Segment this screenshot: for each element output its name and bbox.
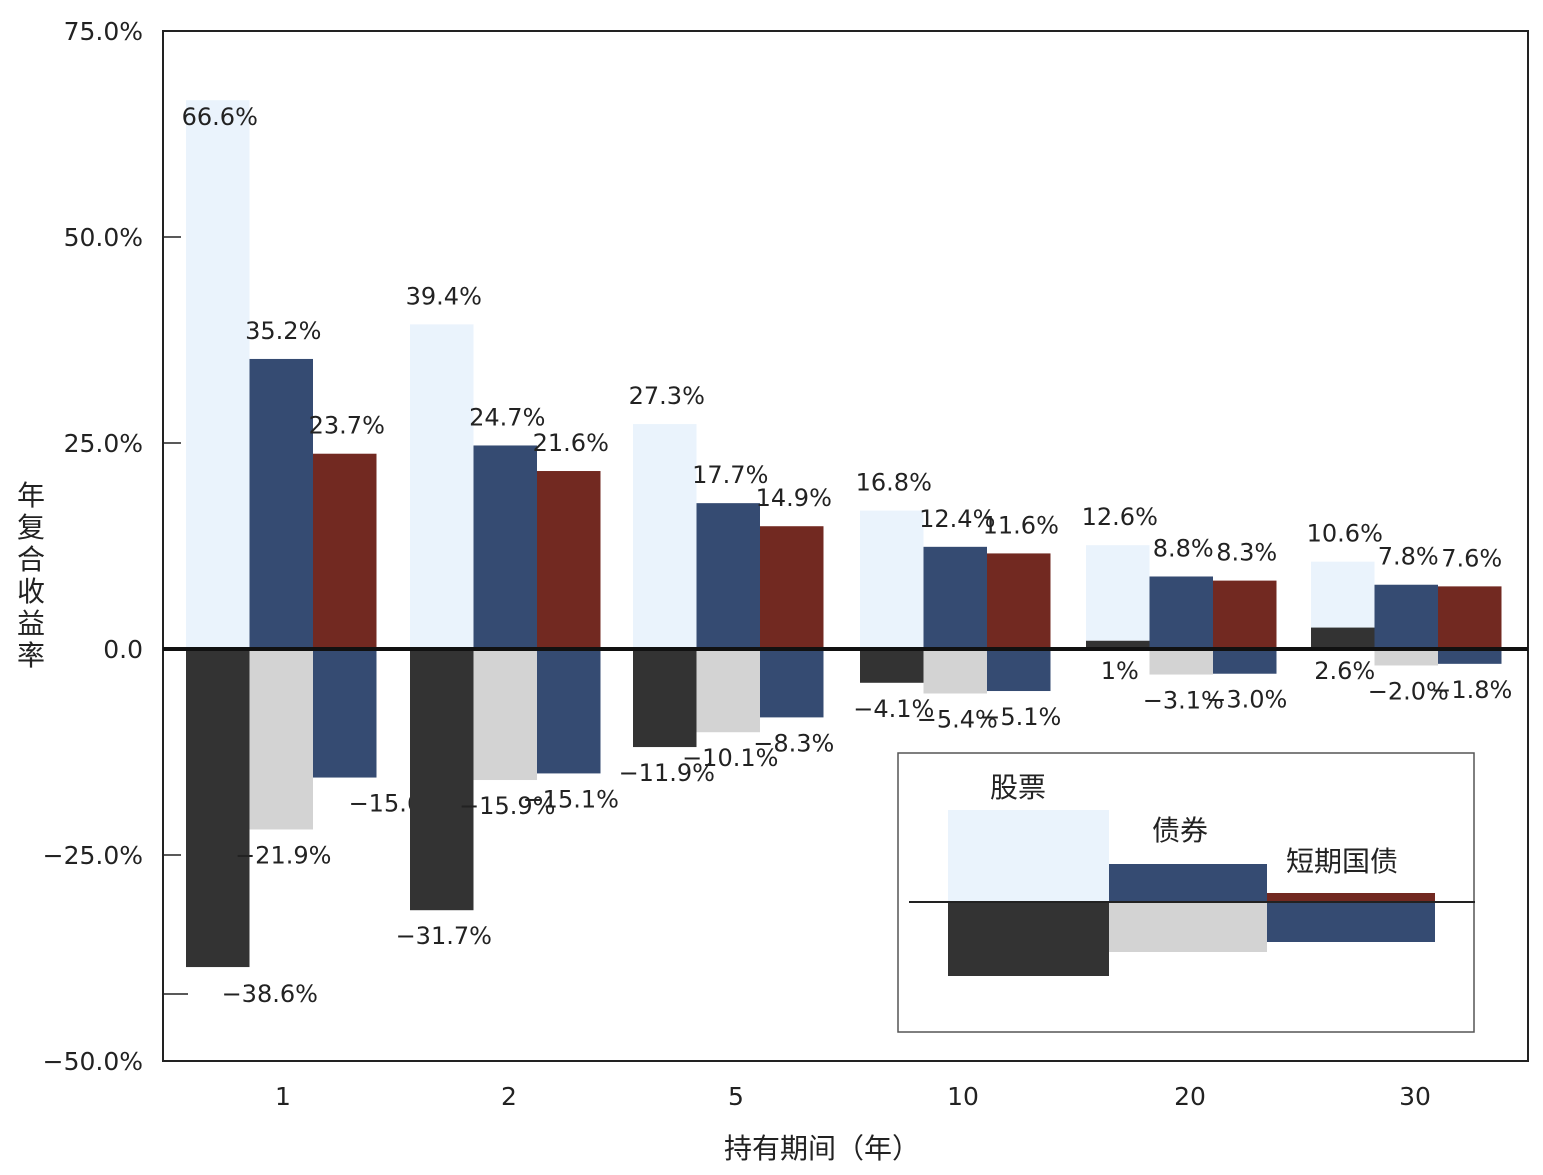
bar-max-series-1-cat-4: [1149, 576, 1213, 649]
bar-min-series-2-cat-4: [1213, 649, 1277, 674]
bar-min-series-0-cat-2: [633, 649, 697, 748]
data-label-max: 17.7%: [692, 461, 768, 489]
data-label-max: 21.6%: [533, 429, 609, 457]
data-label-min: 1%: [1101, 657, 1139, 685]
data-label-max: 11.6%: [983, 511, 1059, 539]
x-tick-label: 1: [275, 1082, 291, 1111]
data-label-min: −1.8%: [1431, 676, 1512, 704]
data-label-min: −21.9%: [235, 841, 331, 869]
data-label-max: 8.3%: [1216, 539, 1277, 567]
x-tick-label: 10: [947, 1082, 979, 1111]
bar-max-series-1-cat-1: [473, 445, 537, 649]
bar-min-series-2-cat-5: [1438, 649, 1502, 664]
data-label-max: 23.7%: [309, 412, 385, 440]
bar-max-series-2-cat-0: [313, 453, 377, 649]
data-label-max: 10.6%: [1307, 520, 1383, 548]
data-label-max: 7.6%: [1441, 544, 1502, 572]
legend-swatch-max-0: [948, 810, 1109, 902]
data-label-min: −4.1%: [853, 695, 934, 723]
data-label-max: 12.4%: [919, 505, 995, 533]
data-label-min: −5.1%: [980, 703, 1061, 731]
data-label-min: −31.7%: [396, 922, 492, 950]
y-tick-label: 50.0%: [64, 223, 143, 252]
y-axis-title: 年复合收益率: [17, 479, 45, 672]
bar-max-series-0-cat-2: [633, 424, 697, 649]
bar-min-series-0-cat-3: [860, 649, 924, 683]
x-tick-label: 30: [1399, 1082, 1431, 1111]
data-label-min: −11.9%: [619, 759, 715, 787]
x-axis-title: 持有期间（年）: [724, 1132, 920, 1165]
bar-min-series-2-cat-2: [760, 649, 824, 718]
bar-min-series-2-cat-3: [987, 649, 1051, 692]
bar-min-series-1-cat-2: [696, 649, 760, 733]
bar-min-series-0-cat-5: [1311, 627, 1375, 649]
data-label-max: 27.3%: [629, 382, 705, 410]
data-label-min: −8.3%: [753, 729, 834, 757]
data-label-max: 12.6%: [1082, 503, 1158, 531]
plot-frame: [162, 30, 1529, 1062]
bar-max-series-2-cat-4: [1213, 580, 1277, 649]
data-label-min: −3.0%: [1206, 686, 1287, 714]
legend-label-stocks: 股票: [990, 771, 1046, 804]
bar-min-series-2-cat-1: [537, 649, 601, 774]
x-tick-label: 2: [501, 1082, 517, 1111]
bar-max-series-2-cat-1: [537, 471, 601, 649]
legend-label-tbills: 短期国债: [1286, 845, 1398, 878]
bar-max-series-1-cat-0: [249, 358, 313, 649]
data-label-min: −15.9%: [459, 792, 555, 820]
data-label-min: −2.0%: [1368, 677, 1449, 705]
legend-swatch-min-1: [1109, 902, 1267, 952]
bar-max-series-2-cat-2: [760, 526, 824, 649]
legend-label-bonds: 债券: [1152, 814, 1208, 847]
data-label-min: −5.4%: [917, 705, 998, 733]
y-tick-label: −25.0%: [43, 841, 143, 870]
data-label-max: 39.4%: [406, 282, 482, 310]
bar-max-series-1-cat-5: [1374, 584, 1438, 649]
bar-min-series-1-cat-0: [249, 649, 313, 830]
bar-max-series-2-cat-3: [987, 553, 1051, 649]
data-label-max: 14.9%: [756, 484, 832, 512]
data-label-max: 24.7%: [469, 403, 545, 431]
bar-min-series-1-cat-1: [473, 649, 537, 781]
bar-max-series-1-cat-2: [696, 503, 760, 649]
data-label-max: 35.2%: [245, 317, 321, 345]
data-label-min: −15.1%: [523, 785, 619, 813]
data-label-max: 16.8%: [856, 469, 932, 497]
y-tick-label: −50.0%: [43, 1047, 143, 1076]
bar-min-series-0-cat-1: [410, 649, 474, 911]
data-label-min: −38.6%: [222, 980, 318, 1008]
data-label-min: −10.1%: [682, 744, 778, 772]
bar-max-series-1-cat-3: [923, 546, 987, 649]
data-label-max: 8.8%: [1153, 534, 1214, 562]
bar-max-series-0-cat-4: [1086, 545, 1150, 649]
bar-min-series-1-cat-3: [923, 649, 987, 694]
data-label-min: −3.1%: [1143, 687, 1224, 715]
bar-min-series-1-cat-4: [1149, 649, 1213, 675]
legend-swatch-min-0: [948, 902, 1109, 976]
bar-min-series-0-cat-0: [186, 649, 250, 968]
y-tick-label: 75.0%: [64, 17, 143, 46]
data-label-max: 66.6%: [182, 103, 258, 131]
y-tick-label: 0.0: [103, 635, 143, 664]
data-label-max: 7.8%: [1378, 543, 1439, 571]
bar-min-series-2-cat-0: [313, 649, 377, 778]
x-tick-label: 5: [728, 1082, 744, 1111]
bar-min-series-0-cat-4: [1086, 640, 1150, 649]
bar-max-series-2-cat-5: [1438, 586, 1502, 649]
x-tick-label: 20: [1174, 1082, 1206, 1111]
data-label-min: 2.6%: [1314, 657, 1375, 685]
y-tick-label: 25.0%: [64, 429, 143, 458]
bar-max-series-0-cat-0: [186, 100, 250, 649]
bar-max-series-0-cat-3: [860, 510, 924, 649]
legend-swatch-max-1: [1109, 864, 1267, 902]
bar-min-series-1-cat-5: [1374, 649, 1438, 666]
legend-swatch-min-2: [1267, 902, 1435, 942]
legend-swatch-max-2: [1267, 893, 1435, 902]
bar-max-series-0-cat-1: [410, 324, 474, 649]
